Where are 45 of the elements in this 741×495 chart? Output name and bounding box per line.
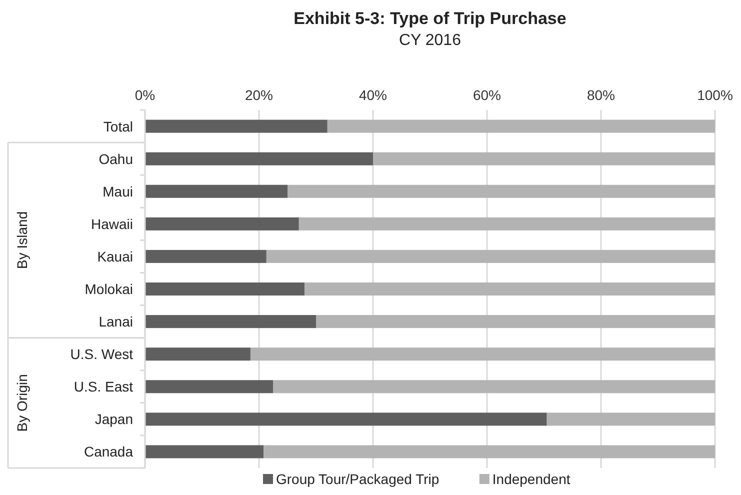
bar bbox=[288, 184, 715, 198]
bar bbox=[145, 412, 547, 426]
bar bbox=[266, 250, 715, 263]
bar bbox=[264, 445, 715, 458]
bar bbox=[273, 380, 715, 394]
y-tick-label: Japan bbox=[94, 411, 133, 428]
bar bbox=[145, 152, 373, 166]
y-tick-label: Canada bbox=[84, 444, 134, 460]
bar bbox=[327, 120, 715, 133]
x-tick-label: 60% bbox=[472, 87, 502, 103]
bar bbox=[145, 184, 288, 198]
x-tick-label: 80% bbox=[586, 87, 616, 103]
bar bbox=[250, 348, 715, 361]
bar bbox=[145, 250, 266, 263]
bar bbox=[304, 282, 715, 296]
bar bbox=[145, 282, 305, 296]
y-tick-label: U.S. East bbox=[74, 378, 134, 395]
bar bbox=[316, 315, 715, 328]
y-tick-label: Kauai bbox=[97, 248, 133, 264]
y-tick-label: U.S. West bbox=[70, 346, 134, 362]
x-tick-label: 40% bbox=[358, 87, 388, 103]
text: By Island bbox=[14, 211, 30, 269]
chart-subtitle: CY 2016 bbox=[399, 32, 462, 49]
legend-label: Group Tour/Packaged Trip bbox=[276, 471, 440, 487]
bar bbox=[546, 412, 715, 426]
x-tick-label: 0% bbox=[134, 87, 156, 103]
x-tick-label: 20% bbox=[244, 87, 274, 103]
y-tick-label: Hawaii bbox=[90, 216, 133, 232]
legend-label: Independent bbox=[492, 471, 570, 487]
bar bbox=[145, 380, 274, 394]
bar bbox=[145, 217, 299, 230]
y-tick-label: Molokai bbox=[84, 281, 133, 297]
y-tick-label: Lanai bbox=[98, 314, 133, 330]
x-tick-label: 100% bbox=[697, 87, 733, 103]
y-tick-label: Oahu bbox=[98, 150, 133, 167]
bar bbox=[145, 445, 264, 458]
text: By Origin bbox=[14, 374, 30, 432]
bar bbox=[145, 348, 250, 361]
y-tick-label: Total bbox=[103, 118, 133, 134]
y-tick-label: Maui bbox=[102, 183, 133, 200]
bar bbox=[298, 217, 715, 230]
bar bbox=[145, 315, 316, 328]
chart-title: Exhibit 5-3: Type of Trip Purchase bbox=[294, 9, 566, 28]
bar bbox=[373, 152, 715, 166]
bar bbox=[145, 120, 328, 133]
